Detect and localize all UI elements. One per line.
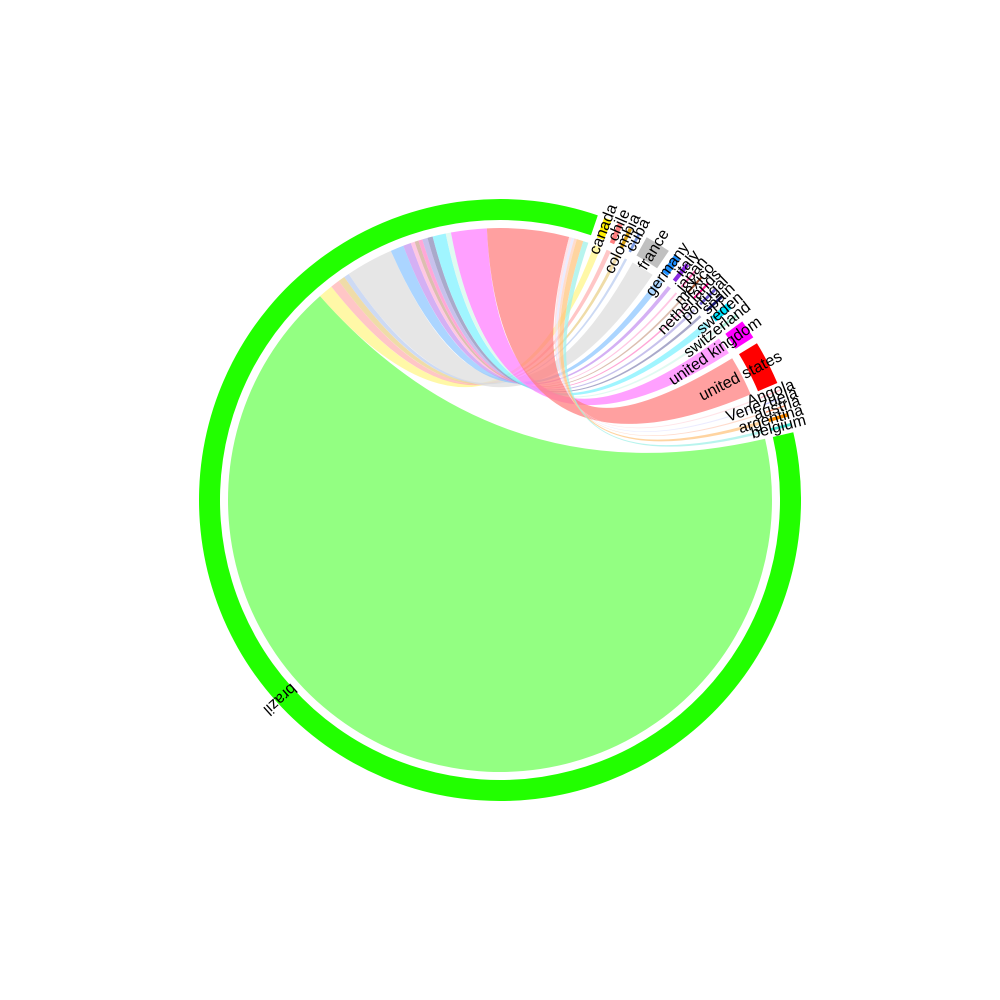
- segment-arc-chile: [609, 223, 623, 245]
- segment-arc-netherlands: [693, 282, 710, 299]
- segment-arc-angola: [760, 389, 781, 399]
- ribbon-brazil-cuba: [344, 258, 628, 385]
- segment-arc-austria: [765, 404, 787, 413]
- segment-arc-belgium: [770, 422, 792, 431]
- ribbon-brazil-colombia: [338, 254, 620, 385]
- segment-arc-mexico: [687, 276, 703, 294]
- ribbon-brazil-germany: [390, 245, 663, 384]
- segment-arc-france: [636, 237, 669, 269]
- segment-arc-venezuela: [763, 397, 784, 406]
- segment-arc-japan: [680, 270, 697, 288]
- ribbon-brazil-united-kingdom: [450, 228, 729, 406]
- segment-arc-canada: [596, 217, 612, 240]
- ribbon-brazil-united-states: [486, 228, 751, 424]
- ribbon-brazil-brazil: [228, 296, 773, 772]
- segment-arc-italy: [672, 263, 690, 283]
- segment-arc-switzerland: [719, 313, 739, 329]
- segment-arc-spain: [705, 295, 723, 312]
- segment-arc-argentina: [768, 412, 790, 423]
- segment-arc-united-kingdom: [725, 321, 754, 349]
- segment-arc-colombia: [619, 227, 633, 249]
- chord-ribbons: [228, 228, 773, 772]
- segment-arc-united-states: [739, 343, 778, 392]
- segment-arc-sweden: [711, 302, 733, 322]
- segment-arc-portugal: [699, 288, 717, 306]
- segment-arc-germany: [662, 254, 681, 276]
- ribbon-brazil-france: [348, 250, 653, 388]
- segment-arc-cuba: [628, 232, 641, 253]
- ribbon-brazil-canada: [320, 244, 601, 388]
- chord-segments: [199, 199, 802, 801]
- ribbon-brazil-chile: [331, 249, 611, 386]
